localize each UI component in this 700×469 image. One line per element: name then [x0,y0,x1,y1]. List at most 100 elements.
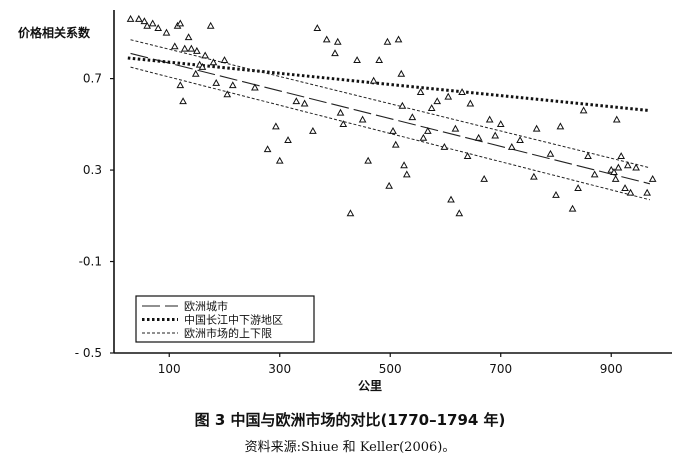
data-point [184,33,193,41]
data-point [444,92,453,100]
data-point [433,97,442,105]
data-point [358,115,367,123]
data-point [626,188,635,196]
data-point [162,28,171,36]
fit-line-long-dash [130,52,651,185]
data-point [209,58,218,66]
data-point [416,88,425,96]
data-point [391,140,400,148]
data-point [491,131,500,139]
data-point [389,126,397,134]
data-point [346,209,355,217]
data-point [455,209,464,217]
fit-line-fine-dotted [130,39,651,169]
data-point [402,170,411,178]
data-point [353,56,361,64]
data-point [191,69,200,77]
y-axis-label: 价格相关系数 [18,25,91,40]
data-point [228,81,237,89]
data-point [331,49,339,57]
data-point [140,17,149,25]
data-point [313,24,322,31]
data-point [427,104,436,112]
legend-label: 欧洲市场的上下限 [184,326,272,340]
data-point [272,122,280,130]
data-point [556,122,565,130]
data-point [611,174,620,182]
x-tick-label: 900 [600,362,623,376]
data-point [201,51,210,59]
data-point [419,133,428,141]
data-point [383,37,392,45]
legend-box [135,295,315,343]
data-point [198,62,207,70]
data-point [397,69,406,77]
data-point [143,21,151,29]
data-point [154,24,163,31]
data-point [170,42,179,50]
data-point [385,181,393,189]
data-point [322,35,331,43]
data-point [617,152,626,160]
data-point [507,142,516,150]
data-point [220,56,229,64]
fit-line-thick-dotted [127,56,651,113]
data-point [584,152,592,160]
axes: 100 300 500 700 900 0.7 0.3 -0.1 - 0.5 [75,10,672,376]
x-tick-label: 500 [379,362,402,376]
data-point [451,124,460,132]
data-point [179,97,187,105]
data-point [648,174,657,182]
data-point [364,156,372,164]
x-tick-label: 300 [268,362,291,376]
legend-label: 中国长江中下游地区 [184,314,283,327]
data-points [126,14,657,217]
data-point [568,204,577,212]
data-point [463,152,472,160]
data-point [309,126,317,134]
data-point [552,190,560,198]
data-point [532,124,541,132]
data-point [193,46,201,54]
y-tick-label: -0.1 [79,255,102,269]
data-point [292,97,301,105]
data-point [275,156,284,164]
data-point [206,21,215,29]
data-point [447,195,455,203]
data-point [187,44,196,52]
data-point [408,113,417,121]
data-point [180,44,189,52]
data-point [148,19,157,27]
y-tick-label: 0.7 [83,72,102,86]
data-point [369,76,378,84]
regression-lines [127,39,651,201]
data-point [176,19,185,27]
data-point [485,115,494,123]
data-point [394,35,403,43]
data-point [375,56,384,64]
data-point [440,142,449,150]
data-point [458,88,466,96]
data-point [574,184,582,192]
data-point [643,188,651,196]
legend-label: 欧洲城市 [184,299,228,313]
data-point [263,145,272,153]
data-point [590,170,599,178]
scatter-chart: 100 300 500 700 900 0.7 0.3 -0.1 - 0.5 价格相关系数 公里… [18,10,672,393]
data-point [496,120,505,128]
data-point [474,133,483,141]
data-point [251,83,259,91]
data-point [126,14,135,22]
data-point [466,99,475,107]
data-point [339,120,348,128]
data-point [530,172,538,180]
data-point [212,78,221,86]
data-point [516,136,524,144]
figure-source: 资料来源:Shiue 和 Keller(2006)。 [244,440,456,455]
data-point [176,81,185,89]
y-tick-label: - 0.5 [75,346,102,360]
data-point [579,106,588,114]
x-tick-label: 100 [158,362,181,376]
data-point [300,99,309,107]
data-point [632,163,640,171]
